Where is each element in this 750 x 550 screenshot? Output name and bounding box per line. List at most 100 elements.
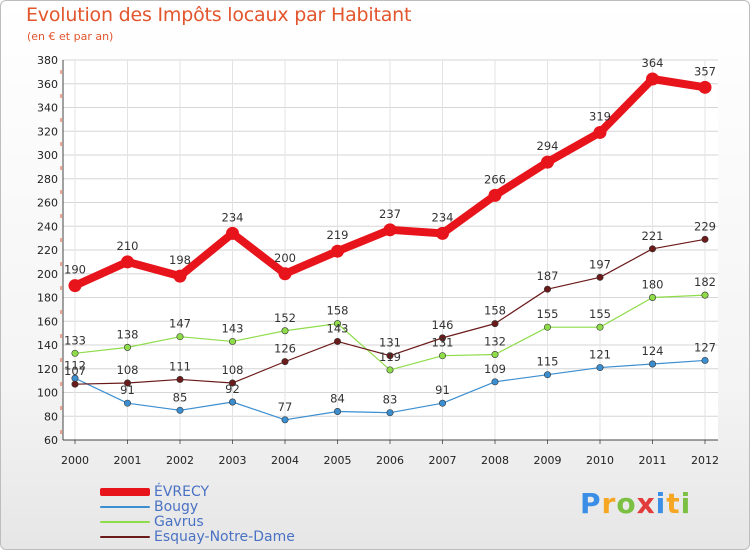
x-tick-label: 2011 xyxy=(639,454,667,467)
data-point-0 xyxy=(278,267,292,281)
data-point-2 xyxy=(491,350,499,358)
data-label-2: 132 xyxy=(484,335,506,349)
data-label-1: 127 xyxy=(694,340,716,354)
logo-letter: r xyxy=(601,487,617,520)
logo-letter: P xyxy=(580,487,602,520)
y-tick-label: 300 xyxy=(37,149,58,162)
data-point-2 xyxy=(701,291,709,299)
data-point-3 xyxy=(71,380,79,388)
data-label-3: 197 xyxy=(589,257,611,271)
legend-swatch xyxy=(100,521,150,523)
data-point-3 xyxy=(438,334,446,342)
data-point-2 xyxy=(438,352,446,360)
data-point-2 xyxy=(71,349,79,357)
data-point-2 xyxy=(386,366,394,374)
x-tick-label: 2009 xyxy=(534,454,562,467)
data-point-1 xyxy=(438,399,446,407)
data-label-1: 91 xyxy=(435,383,450,397)
data-point-1 xyxy=(333,407,341,415)
x-tick-label: 2003 xyxy=(219,454,247,467)
x-tick-label: 2001 xyxy=(114,454,142,467)
chart-subtitle: (en € et par an) xyxy=(27,30,114,43)
y-tick-label: 340 xyxy=(37,102,58,115)
data-point-0 xyxy=(383,223,397,237)
legend-label: Esquay-Notre-Dame xyxy=(154,529,295,545)
data-label-2: 133 xyxy=(64,333,86,347)
y-tick-label: 140 xyxy=(37,339,58,352)
data-point-0 xyxy=(226,226,239,240)
data-label-0: 200 xyxy=(274,251,296,265)
legend-item: Esquay-Notre-Dame xyxy=(100,529,360,545)
data-label-1: 121 xyxy=(589,348,611,362)
proxiti-logo: Proxiti xyxy=(580,487,691,520)
data-label-3: 158 xyxy=(484,304,506,318)
data-label-0: 237 xyxy=(379,207,401,221)
data-label-0: 357 xyxy=(694,64,716,78)
data-label-2: 158 xyxy=(327,304,349,318)
data-label-2: 155 xyxy=(537,307,559,321)
data-point-3 xyxy=(543,285,551,293)
y-tick-label: 240 xyxy=(37,220,58,233)
data-point-0 xyxy=(541,155,554,169)
y-tick-label: 160 xyxy=(37,315,58,328)
y-tick-label: 100 xyxy=(37,387,58,400)
data-point-3 xyxy=(281,358,289,366)
data-label-3: 146 xyxy=(432,318,454,332)
data-point-2 xyxy=(229,337,237,345)
data-point-2 xyxy=(596,323,604,331)
legend-label: Bougy xyxy=(154,499,199,515)
data-label-1: 77 xyxy=(278,400,293,414)
data-label-1: 109 xyxy=(484,362,506,376)
data-point-3 xyxy=(648,245,656,253)
data-label-1: 85 xyxy=(173,390,188,404)
data-point-3 xyxy=(491,320,499,328)
data-label-1: 92 xyxy=(225,382,240,396)
data-point-3 xyxy=(701,235,709,243)
data-label-3: 108 xyxy=(222,363,244,377)
data-point-2 xyxy=(333,320,341,328)
data-label-3: 126 xyxy=(274,342,296,356)
data-point-0 xyxy=(436,226,449,240)
data-label-0: 198 xyxy=(169,253,191,267)
data-point-1 xyxy=(543,371,551,379)
data-label-3: 229 xyxy=(694,219,716,233)
data-point-0 xyxy=(68,279,82,293)
data-label-0: 266 xyxy=(484,172,506,186)
data-label-1: 112 xyxy=(64,358,86,372)
data-label-0: 234 xyxy=(222,210,244,224)
x-tick-label: 2005 xyxy=(324,454,352,467)
x-tick-label: 2006 xyxy=(376,454,404,467)
y-tick-label: 260 xyxy=(37,197,58,210)
y-tick-label: 200 xyxy=(37,268,58,281)
data-label-3: 143 xyxy=(327,321,349,335)
data-point-0 xyxy=(173,269,187,283)
data-point-1 xyxy=(596,364,604,372)
data-point-3 xyxy=(333,337,341,345)
x-tick-label: 2010 xyxy=(586,454,614,467)
data-point-0 xyxy=(121,255,134,269)
data-point-3 xyxy=(229,379,237,387)
logo-letter: x xyxy=(636,487,656,520)
legend-label: Gavrus xyxy=(154,514,204,530)
logo-letter: i xyxy=(655,487,667,520)
x-tick-label: 2002 xyxy=(166,454,194,467)
legend-label: ÉVRECY xyxy=(154,484,210,500)
data-label-2: 147 xyxy=(169,317,191,331)
data-label-2: 131 xyxy=(432,336,454,350)
data-label-2: 138 xyxy=(117,327,139,341)
y-tick-label: 220 xyxy=(37,244,58,257)
legend-item: Gavrus xyxy=(100,514,360,530)
data-label-3: 187 xyxy=(537,269,559,283)
data-label-1: 91 xyxy=(120,383,135,397)
y-tick-label: 60 xyxy=(44,434,58,447)
data-point-3 xyxy=(124,379,132,387)
x-tick-label: 2007 xyxy=(429,454,457,467)
data-point-2 xyxy=(281,327,289,335)
data-label-0: 294 xyxy=(537,139,559,153)
data-point-2 xyxy=(124,343,132,351)
y-tick-label: 380 xyxy=(37,54,58,67)
logo-letter: o xyxy=(616,487,637,520)
legend-swatch xyxy=(100,506,150,508)
x-tick-label: 2004 xyxy=(271,454,299,467)
